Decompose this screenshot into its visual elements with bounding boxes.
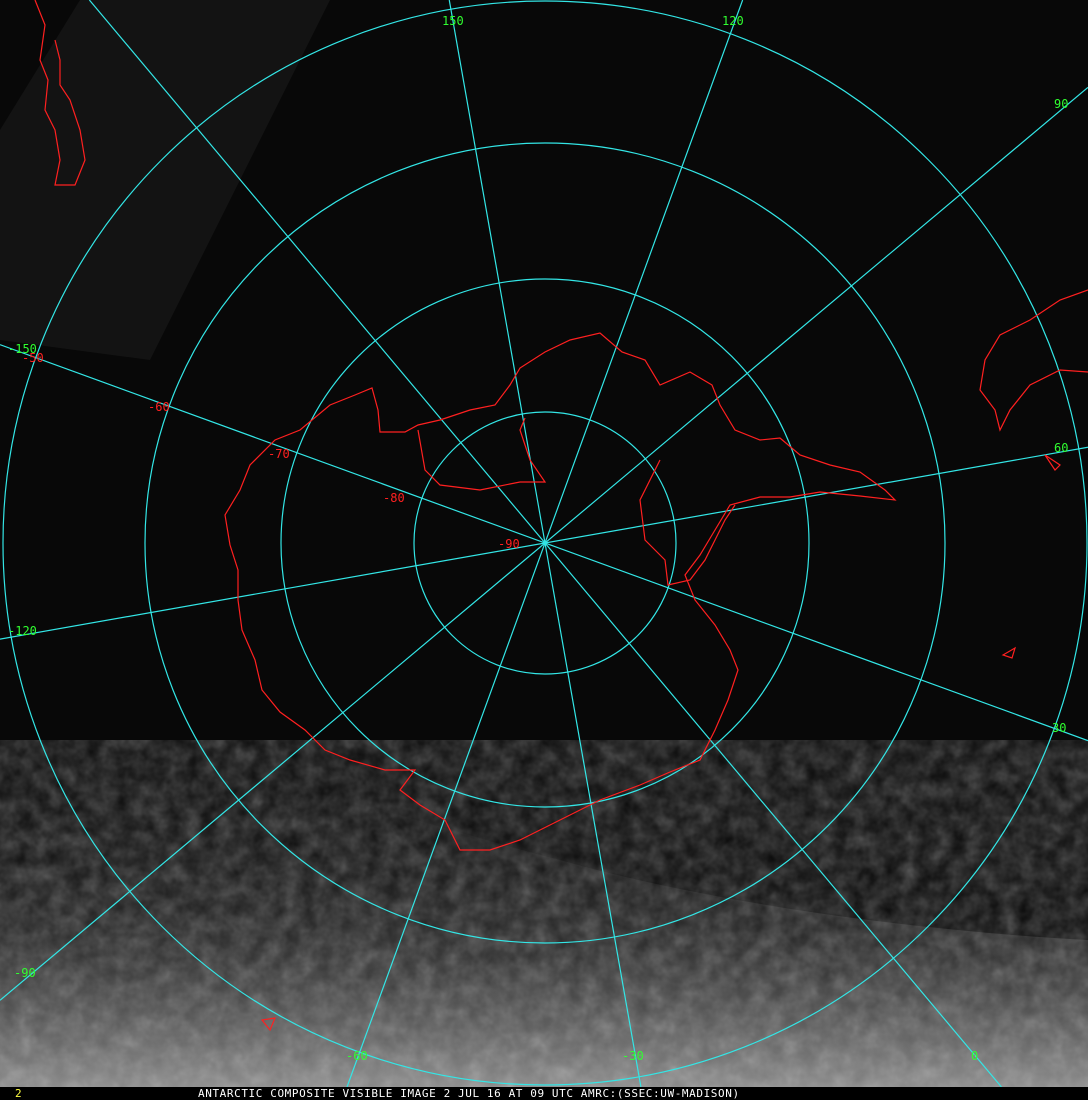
south-georgia xyxy=(1044,454,1061,471)
meridian-line xyxy=(448,0,642,1087)
lon-label: 60 xyxy=(1054,441,1068,455)
meridian-line xyxy=(0,86,1088,1001)
lon-label: 0 xyxy=(971,1049,978,1063)
frame-number: 2 xyxy=(15,1087,22,1100)
lon-label: 120 xyxy=(722,14,744,28)
lat-label: -60 xyxy=(148,400,170,414)
island-coastline xyxy=(1001,646,1017,659)
south-america-coastline xyxy=(979,289,1088,432)
lat-label: -70 xyxy=(268,447,290,461)
lon-label: -150 xyxy=(8,342,37,356)
latitude-circle xyxy=(144,142,946,944)
cloud-field xyxy=(0,756,1088,1087)
caption-bar: 2 ANTARCTIC COMPOSITE VISIBLE IMAGE 2 JU… xyxy=(0,1087,1088,1100)
lat-label: -90 xyxy=(498,537,520,551)
new-zealand-coastline xyxy=(34,0,86,186)
lon-label: 90 xyxy=(1054,97,1068,111)
lon-label: -30 xyxy=(622,1049,644,1063)
lat-label: -50 xyxy=(22,351,44,365)
image-caption: ANTARCTIC COMPOSITE VISIBLE IMAGE 2 JUL … xyxy=(198,1087,740,1100)
latitude-labels: -50 -60 -70 -80 -90 xyxy=(22,351,520,551)
lon-label: -60 xyxy=(346,1049,368,1063)
ice-shelf-edge xyxy=(417,417,547,491)
latitude-circle xyxy=(413,411,677,675)
island-coastline xyxy=(260,1017,276,1032)
coastline xyxy=(34,0,1088,1032)
lon-label: -90 xyxy=(14,966,36,980)
lon-label: -120 xyxy=(8,624,37,638)
antarctica-coastline xyxy=(224,332,897,851)
latitude-circle xyxy=(280,278,810,808)
lon-label: 150 xyxy=(442,14,464,28)
lat-label: -80 xyxy=(383,491,405,505)
lon-label: 30 xyxy=(1052,721,1066,735)
longitude-labels: 150 120 90 60 30 0 -30 -60 -90 -120 -150 xyxy=(8,14,1068,1063)
ice-shelf-edge-2 xyxy=(639,459,736,586)
